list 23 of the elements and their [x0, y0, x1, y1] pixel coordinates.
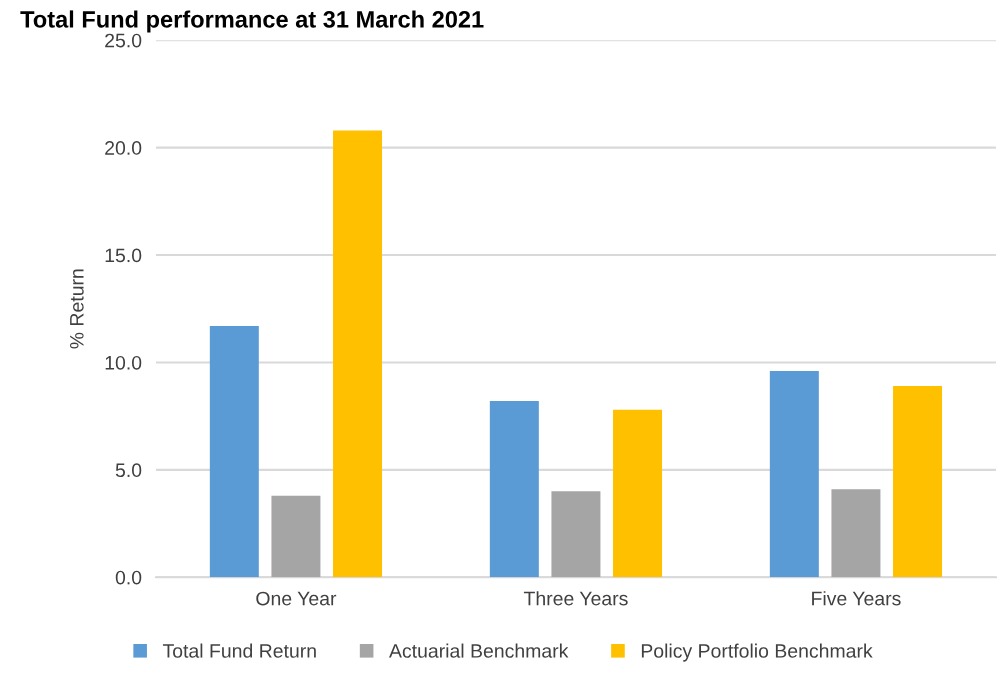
legend-label: Total Fund Return: [162, 643, 316, 658]
legend-label: Actuarial Benchmark: [389, 643, 569, 658]
bar: [831, 489, 881, 578]
legend-label: Policy Portfolio Benchmark: [641, 643, 873, 662]
bar: [489, 401, 539, 578]
bar: [333, 130, 383, 578]
x-tick-label: Three Years: [523, 591, 628, 606]
bar: [769, 371, 819, 578]
bar: [551, 491, 601, 578]
y-tick-label: 15.0: [105, 248, 142, 263]
y-tick-label: 5.0: [115, 463, 142, 478]
bar: [893, 386, 943, 578]
y-tick-label: 0.0: [115, 570, 142, 585]
chart-title: Total Fund performance at 31 March 2021: [20, 10, 484, 33]
y-axis-title: % Return: [70, 269, 84, 349]
y-tick-label: 25.0: [105, 33, 142, 48]
bar: [209, 325, 259, 578]
y-tick-label: 20.0: [105, 141, 142, 155]
bar: [613, 409, 663, 578]
x-tick-label: Five Years: [812, 591, 901, 606]
y-tick-label: 10.0: [105, 355, 142, 370]
bar: [271, 495, 321, 578]
x-tick-label: One Year: [256, 591, 337, 606]
